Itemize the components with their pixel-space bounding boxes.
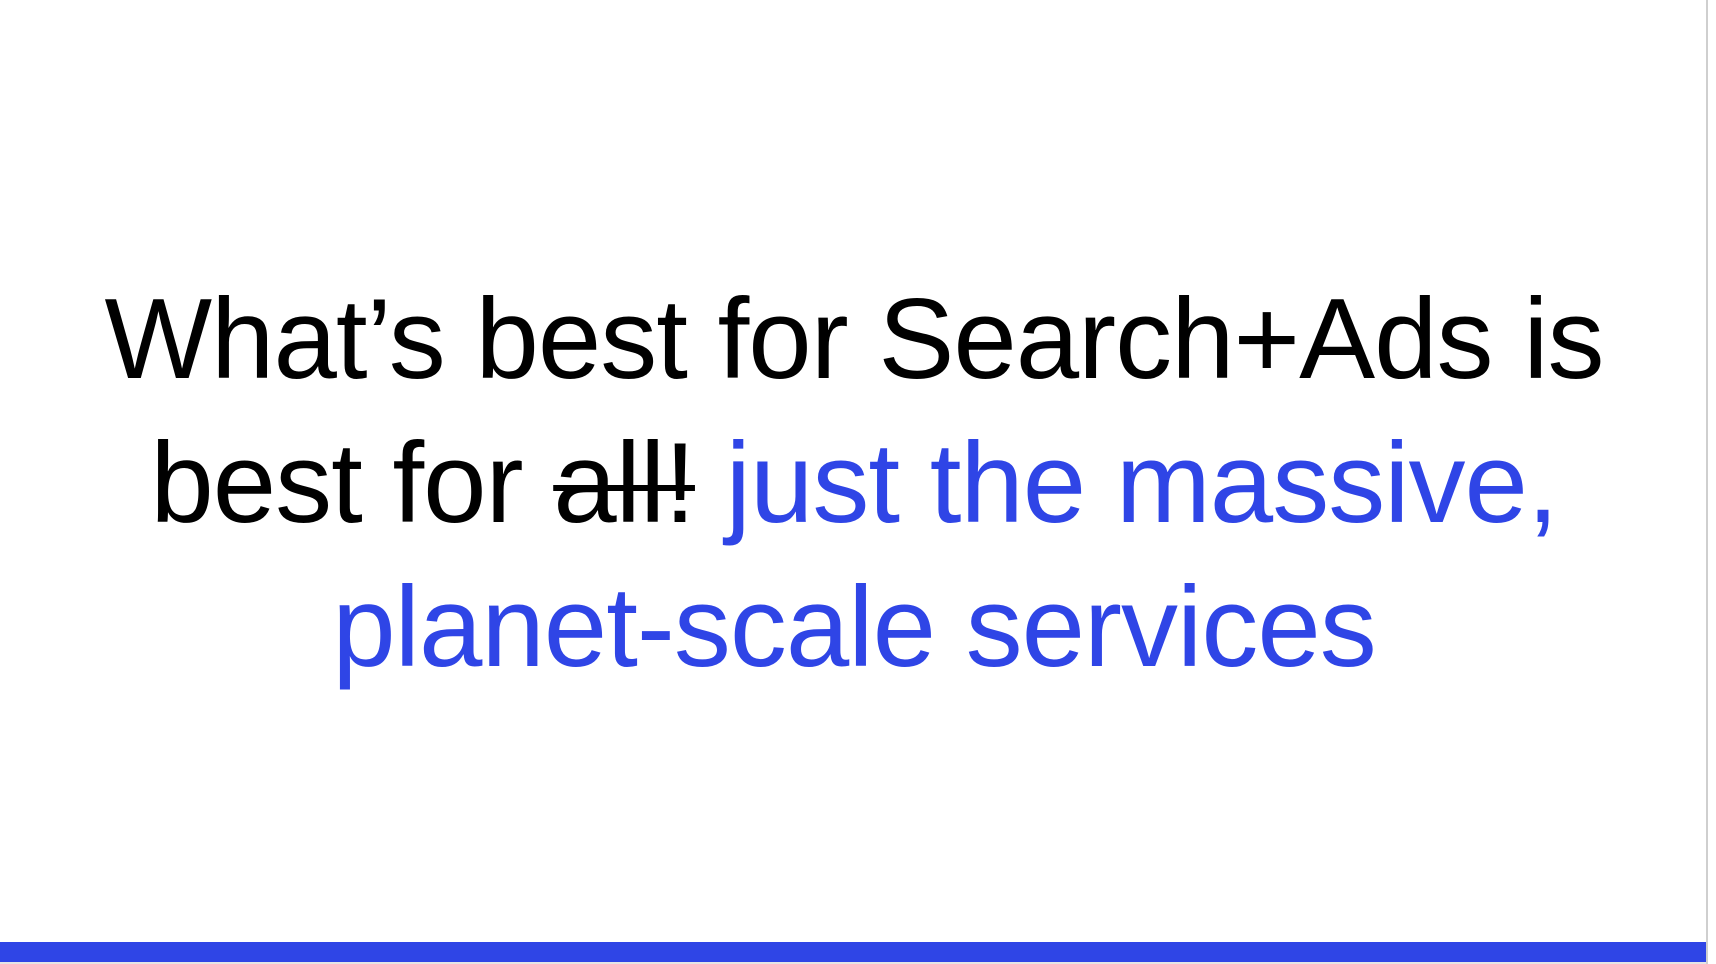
headline-line-2-accent: just the massive, bbox=[694, 420, 1559, 547]
bottom-accent-bar bbox=[0, 942, 1706, 962]
headline-line-2-prefix: best for bbox=[150, 420, 554, 547]
headline-line-1: What’s best for Search+Ads is bbox=[104, 276, 1604, 403]
slide-headline: What’s best for Search+Ads is best for a… bbox=[0, 268, 1708, 700]
headline-line-3-accent: planet-scale services bbox=[332, 564, 1376, 691]
bottom-edge-line bbox=[0, 962, 1706, 964]
struck-through-text: all! bbox=[553, 420, 696, 547]
